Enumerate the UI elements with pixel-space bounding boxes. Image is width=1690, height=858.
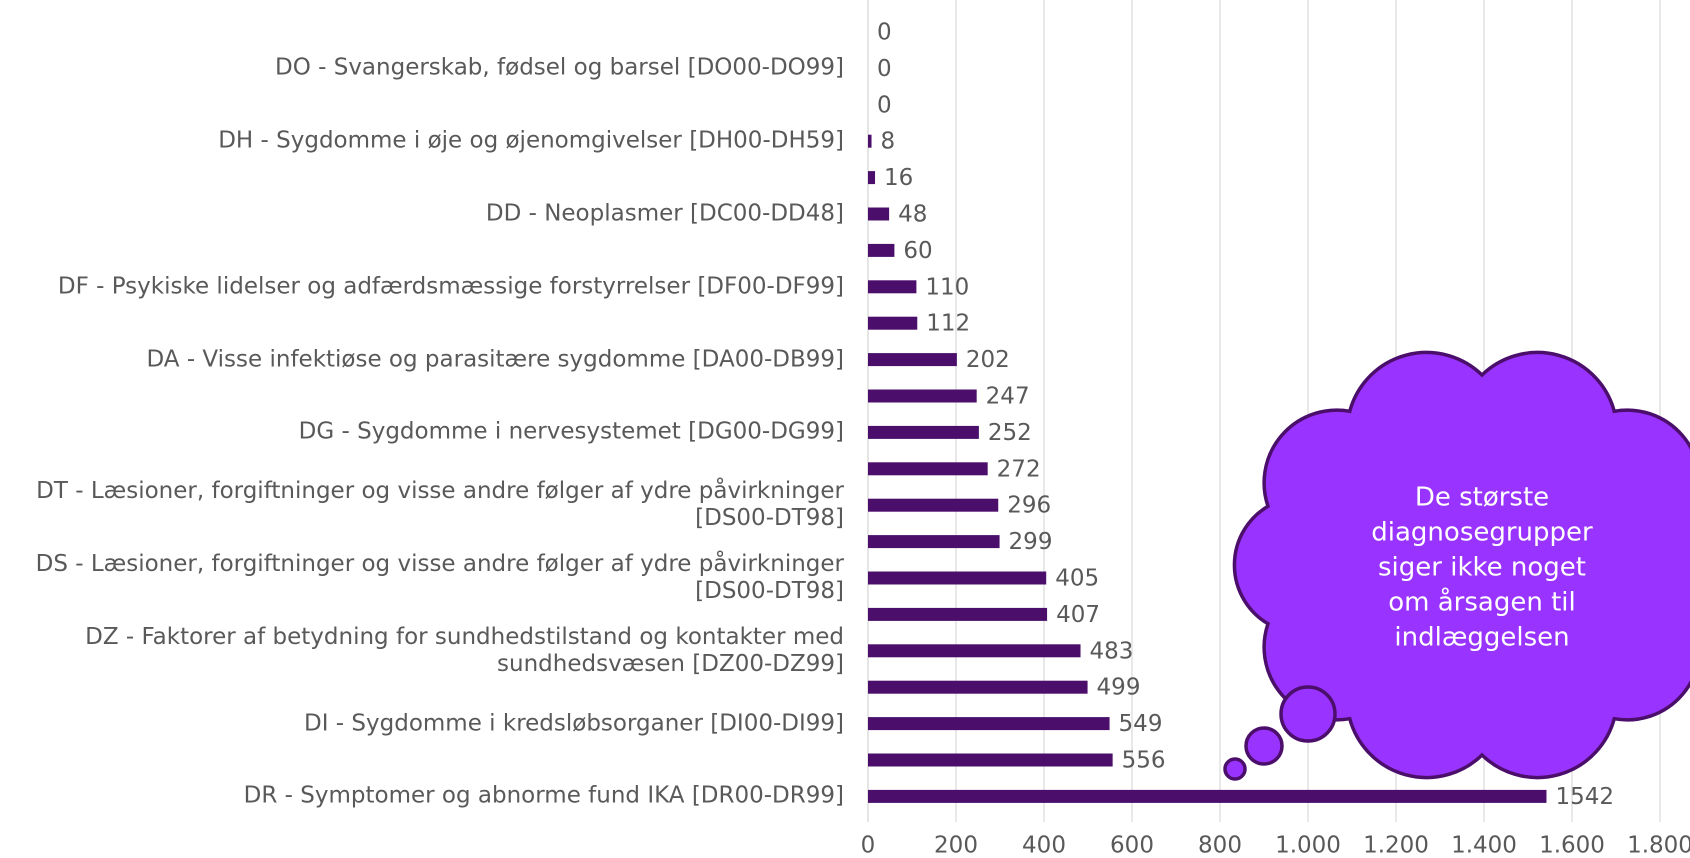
value-label: 48: [898, 202, 927, 228]
value-label: 272: [997, 456, 1041, 482]
annotation-text: indlæggelsen: [1394, 623, 1569, 653]
value-label: 499: [1097, 675, 1141, 701]
bar: [868, 425, 979, 439]
y-tick-label: DI - Sygdomme i kredsløbsorganer [DI00-D…: [304, 710, 844, 737]
x-tick-label: 1.200: [1363, 833, 1429, 858]
annotation-cloud: De største diagnosegrupper siger ikke noge…: [1223, 350, 1690, 781]
value-label: 0: [877, 56, 892, 82]
bar: [868, 462, 988, 476]
x-tick-label: 600: [1110, 833, 1154, 858]
value-label: 1542: [1555, 784, 1614, 810]
bar: [868, 607, 1048, 621]
x-tick-label: 0: [861, 833, 876, 858]
bar: [868, 680, 1088, 694]
x-tick-label: 1.000: [1275, 833, 1341, 858]
x-tick-label: 200: [934, 833, 978, 858]
bar: [868, 389, 977, 403]
value-label: 60: [903, 238, 932, 264]
value-label: 407: [1056, 602, 1100, 628]
x-tick-label: 800: [1198, 833, 1242, 858]
value-label: 483: [1090, 638, 1134, 664]
value-label: 0: [877, 20, 892, 46]
x-tick-label: 400: [1022, 833, 1066, 858]
y-tick-label: DS - Læsioner, forgiftninger og visse an…: [35, 551, 844, 604]
y-tick-label: DH - Sygdomme i øje og øjenomgivelser [D…: [218, 127, 844, 154]
value-label: 252: [988, 420, 1032, 446]
bar: [868, 535, 1000, 549]
value-label: 247: [986, 384, 1030, 410]
value-label: 405: [1055, 566, 1099, 592]
bar: [868, 243, 895, 257]
bar: [868, 753, 1113, 767]
annotation-text: De største: [1415, 483, 1549, 513]
value-label: 296: [1007, 493, 1051, 519]
bar: [868, 353, 957, 367]
value-label: 202: [966, 347, 1010, 373]
cloud-bubble: [1244, 726, 1284, 766]
annotation-text: diagnosegrupper: [1371, 518, 1593, 548]
x-tick-label: 1.600: [1539, 833, 1605, 858]
y-tick-label: DO - Svangerskab, fødsel og barsel [DO00…: [274, 54, 844, 81]
bar: [868, 207, 890, 221]
value-label: 556: [1122, 748, 1166, 774]
bar: [868, 498, 999, 512]
y-tick-label: DZ - Faktorer af betydning for sundhedst…: [85, 623, 844, 677]
bar: [868, 789, 1547, 803]
value-label: 110: [925, 274, 969, 300]
y-tick-label: DD - Neoplasmer [DC00-DD48]: [485, 200, 844, 227]
bar: [868, 280, 917, 294]
annotation-text: siger ikke noget: [1378, 553, 1586, 583]
y-tick-label: DF - Psykiske lidelser og adfærdsmæssige…: [57, 273, 844, 300]
cloud-bubble: [1279, 685, 1337, 743]
x-tick-label: 1.800: [1627, 833, 1690, 858]
y-tick-label: DR - Symptomer og abnorme fund IKA [DR00…: [243, 782, 844, 809]
bar: [868, 644, 1081, 658]
bar: [868, 571, 1047, 585]
cloud-bubble: [1223, 757, 1247, 781]
y-tick-label: DA - Visse infektiøse og parasitære sygd…: [146, 346, 844, 373]
cloud: [1232, 350, 1690, 780]
value-label: 299: [1009, 529, 1053, 555]
bar: [868, 134, 872, 148]
annotation-text: om årsagen til: [1388, 587, 1575, 618]
value-label: 8: [881, 129, 896, 155]
bar: [868, 171, 876, 185]
x-tick-label: 1.400: [1451, 833, 1517, 858]
value-label: 0: [877, 92, 892, 118]
bar: [868, 717, 1110, 731]
value-label: 112: [926, 311, 970, 337]
value-label: 549: [1119, 711, 1163, 737]
value-label: 16: [884, 165, 913, 191]
y-tick-label: DG - Sygdomme i nervesystemet [DG00-DG99…: [298, 418, 844, 445]
y-tick-label: DT - Læsioner, forgiftninger og visse an…: [36, 478, 844, 532]
bar: [868, 316, 918, 330]
